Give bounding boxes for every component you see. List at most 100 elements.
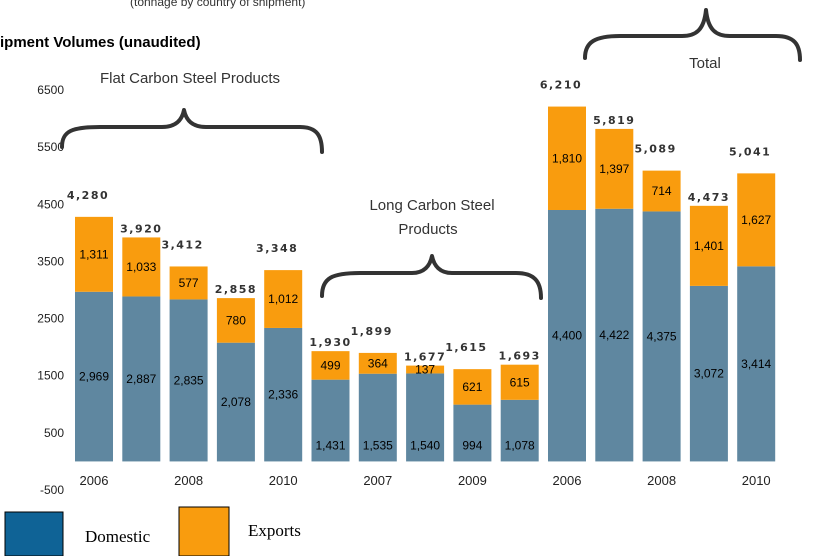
exports-value-label: 1,627 bbox=[741, 213, 771, 227]
domestic-value-label: 4,375 bbox=[647, 329, 677, 343]
total-group-brace bbox=[583, 8, 802, 62]
total-value-label: 4,473 bbox=[688, 191, 730, 204]
bar-exports bbox=[689, 205, 728, 286]
legend-label-domestic: Domestic bbox=[85, 527, 151, 546]
segment-labels: 2,969 1,311 2,887 1,033 2,835 577 2,078 780 2,33… bbox=[79, 151, 772, 452]
exports-value-label: 1,311 bbox=[79, 247, 108, 261]
bar-exports bbox=[453, 369, 492, 405]
domestic-value-label: 2,887 bbox=[126, 372, 156, 386]
bar-domestic bbox=[689, 285, 728, 462]
x-tick-label: 2006 bbox=[553, 473, 582, 488]
bar-exports bbox=[311, 351, 350, 380]
y-tick-label: 500 bbox=[44, 426, 64, 440]
long-group-brace bbox=[320, 254, 543, 300]
domestic-value-label: 3,072 bbox=[694, 367, 724, 381]
y-axis: 6500 5500 4500 3500 2500 1500 500 -500 bbox=[37, 83, 64, 497]
x-tick-label: 2010 bbox=[742, 473, 771, 488]
y-tick-label: 1500 bbox=[37, 369, 64, 383]
legend: Domestic Exports bbox=[4, 506, 301, 556]
exports-value-label: 780 bbox=[226, 313, 246, 327]
domestic-value-label: 994 bbox=[462, 438, 482, 452]
bar-domestic bbox=[264, 327, 303, 462]
x-tick-label: 2009 bbox=[458, 473, 487, 488]
domestic-value-label: 2,969 bbox=[79, 370, 109, 384]
x-tick-label: 2006 bbox=[80, 473, 109, 488]
bar-exports bbox=[406, 365, 445, 374]
total-value-label: 4,280 bbox=[67, 189, 109, 202]
y-tick-label: 4500 bbox=[37, 197, 64, 211]
y-tick-label: -500 bbox=[40, 483, 64, 497]
total-value-label: 3,412 bbox=[161, 238, 203, 251]
chart-title: ipment Volumes (unaudited) bbox=[0, 34, 201, 51]
x-axis: 2006 2008 2010 2007 2009 2006 2008 2010 bbox=[80, 473, 771, 488]
exports-value-label: 621 bbox=[462, 380, 482, 394]
bar-domestic bbox=[737, 266, 776, 462]
bar-exports bbox=[169, 266, 208, 300]
total-value-label: 1,615 bbox=[445, 341, 487, 354]
domestic-value-label: 4,422 bbox=[599, 328, 629, 342]
bar-domestic bbox=[122, 296, 161, 462]
total-value-label: 5,041 bbox=[729, 145, 771, 158]
group-label-long-line1: Long Carbon Steel bbox=[369, 197, 494, 214]
domestic-value-label: 3,414 bbox=[741, 357, 771, 371]
bar-domestic bbox=[169, 299, 208, 462]
bar-domestic bbox=[453, 404, 492, 462]
x-tick-label: 2008 bbox=[174, 473, 203, 488]
legend-swatch-exports bbox=[178, 506, 230, 556]
total-value-label: 1,930 bbox=[309, 336, 351, 349]
total-value-label: 5,819 bbox=[593, 114, 635, 127]
domestic-value-label: 1,540 bbox=[410, 438, 440, 452]
group-label-long-line2: Products bbox=[398, 221, 457, 238]
chart-subtitle-fragment: (tonnage by country of shipment) bbox=[130, 0, 305, 9]
bar-domestic bbox=[595, 208, 634, 462]
total-value-label: 5,089 bbox=[634, 143, 676, 156]
total-value-label: 1,677 bbox=[404, 351, 446, 364]
bar-domestic bbox=[500, 399, 539, 462]
legend-swatch-domestic bbox=[4, 511, 64, 556]
total-value-label: 1,693 bbox=[499, 350, 541, 363]
exports-value-label: 1,401 bbox=[694, 239, 724, 253]
exports-value-label: 499 bbox=[320, 358, 340, 372]
domestic-value-label: 2,078 bbox=[221, 395, 251, 409]
total-value-label: 6,210 bbox=[540, 79, 582, 92]
domestic-value-label: 2,835 bbox=[174, 373, 204, 387]
bar-domestic bbox=[406, 373, 445, 462]
y-tick-label: 2500 bbox=[37, 312, 64, 326]
bar-exports bbox=[216, 298, 255, 343]
exports-value-label: 1,033 bbox=[126, 260, 156, 274]
total-value-label: 3,348 bbox=[256, 242, 298, 255]
exports-value-label: 1,012 bbox=[268, 292, 298, 306]
domestic-value-label: 1,535 bbox=[363, 438, 393, 452]
x-tick-label: 2008 bbox=[647, 473, 676, 488]
total-value-label: 1,899 bbox=[351, 325, 393, 338]
exports-value-label: 1,397 bbox=[599, 162, 629, 176]
y-tick-label: 3500 bbox=[37, 254, 64, 268]
bar-exports bbox=[264, 270, 303, 328]
domestic-value-label: 1,431 bbox=[315, 438, 345, 452]
bar-exports bbox=[500, 364, 539, 400]
domestic-value-label: 4,400 bbox=[552, 329, 582, 343]
legend-label-exports: Exports bbox=[248, 521, 301, 540]
x-tick-label: 2010 bbox=[269, 473, 298, 488]
domestic-value-label: 1,078 bbox=[505, 438, 535, 452]
flat-group-brace bbox=[60, 108, 324, 154]
bar-exports bbox=[737, 173, 776, 267]
bar-domestic bbox=[642, 211, 681, 462]
bar-series bbox=[75, 106, 776, 462]
group-label-total: Total bbox=[689, 55, 721, 72]
exports-value-label: 1,810 bbox=[552, 151, 582, 165]
bar-exports bbox=[595, 128, 634, 209]
y-tick-label: 5500 bbox=[37, 140, 64, 154]
group-label-flat: Flat Carbon Steel Products bbox=[100, 70, 280, 87]
exports-value-label: 714 bbox=[652, 184, 672, 198]
bar-domestic bbox=[75, 291, 113, 462]
bar-domestic bbox=[216, 342, 255, 462]
x-tick-label: 2007 bbox=[363, 473, 392, 488]
bar-exports bbox=[548, 106, 586, 210]
exports-value-label: 364 bbox=[368, 356, 388, 370]
bar-exports bbox=[358, 352, 397, 374]
bar-domestic bbox=[358, 373, 397, 462]
bar-domestic bbox=[311, 379, 350, 462]
bar-exports bbox=[122, 237, 161, 297]
